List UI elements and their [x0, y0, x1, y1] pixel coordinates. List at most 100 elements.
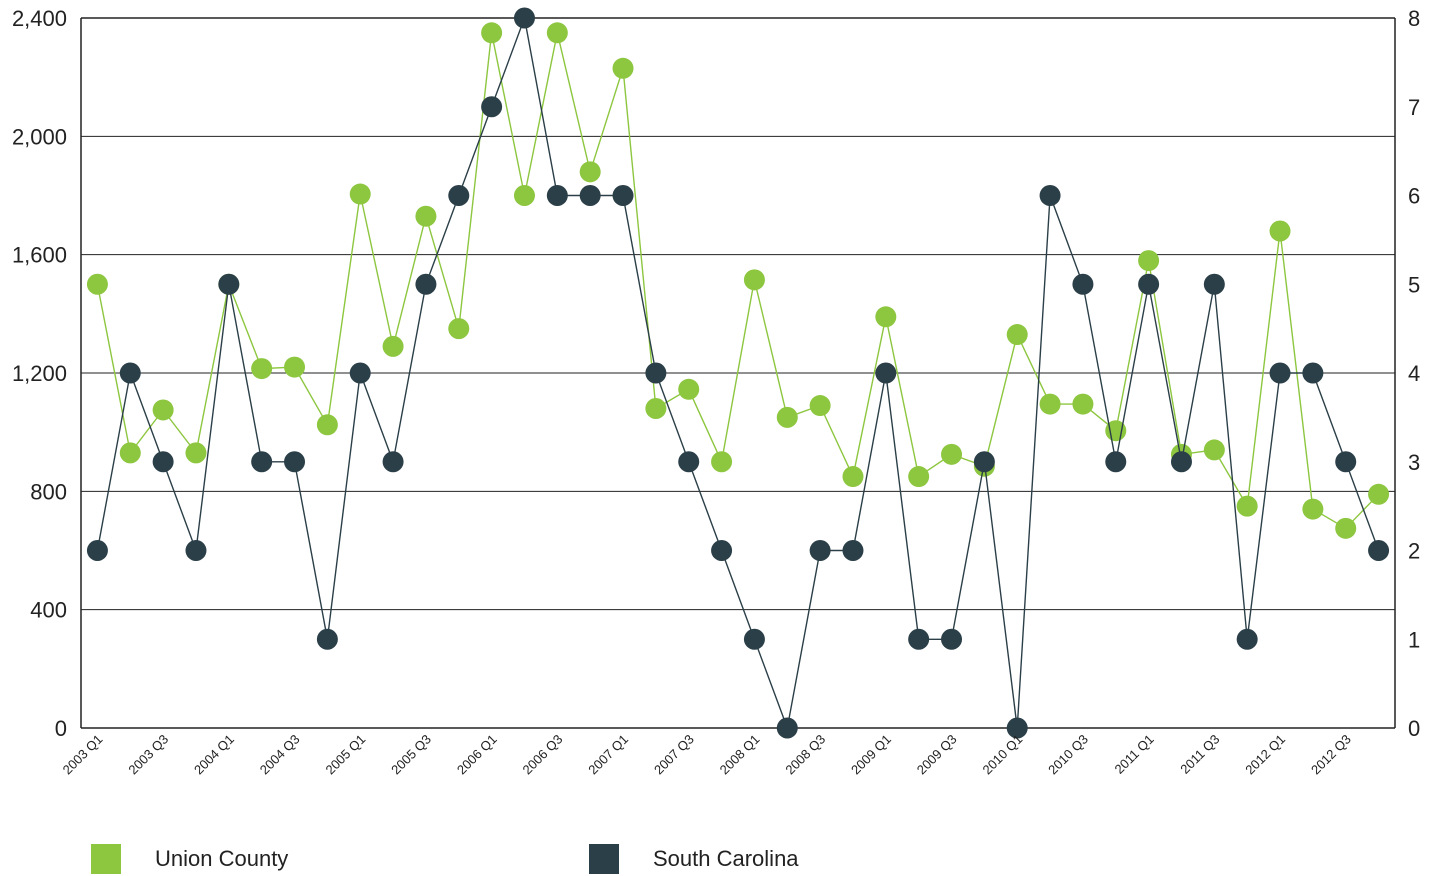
- data-point-south-carolina: [842, 540, 864, 561]
- data-point-south-carolina: [875, 362, 897, 384]
- data-point-union-county: [776, 406, 798, 428]
- data-point-union-county: [941, 443, 963, 465]
- data-point-south-carolina: [711, 540, 733, 561]
- series-line-south-carolina: [96, 15, 1380, 731]
- y-right-tick-label: 2: [1408, 539, 1420, 564]
- y-left-tick-label: 800: [30, 479, 67, 504]
- x-tick-label: 2003 Q3: [125, 732, 171, 778]
- data-point-south-carolina: [776, 717, 798, 739]
- data-point-south-carolina: [1006, 717, 1028, 739]
- data-point-south-carolina: [185, 540, 207, 561]
- data-point-south-carolina: [86, 540, 108, 561]
- data-point-south-carolina: [546, 185, 568, 206]
- data-point-union-county: [119, 442, 141, 464]
- y-right-tick-label: 7: [1408, 95, 1420, 120]
- data-point-south-carolina: [1138, 273, 1160, 295]
- data-point-union-county: [645, 398, 667, 419]
- x-tick-label: 2008 Q1: [717, 732, 763, 778]
- data-point-south-carolina: [349, 362, 371, 384]
- legend-item-south-carolina: South Carolina: [589, 844, 799, 874]
- y-left-tick-label: 400: [30, 598, 67, 623]
- data-point-south-carolina: [1170, 451, 1192, 473]
- data-point-union-county: [415, 205, 437, 227]
- y-right-tick-label: 6: [1408, 184, 1420, 209]
- data-point-south-carolina: [316, 628, 338, 650]
- y-left-tick-label: 2,000: [12, 124, 67, 149]
- data-point-south-carolina: [579, 185, 601, 206]
- data-point-union-county: [1138, 250, 1160, 272]
- data-point-union-county: [185, 442, 207, 464]
- data-point-south-carolina: [119, 362, 141, 384]
- data-point-south-carolina: [152, 451, 174, 473]
- data-point-union-county: [842, 466, 864, 488]
- x-tick-label: 2005 Q3: [388, 732, 434, 778]
- x-tick-label: 2010 Q3: [1045, 732, 1091, 778]
- data-point-union-county: [809, 395, 831, 417]
- data-point-south-carolina: [284, 451, 306, 473]
- x-tick-label: 2010 Q1: [979, 732, 1025, 778]
- tick-labels: 0 400 800 1,200 1,600 2,000 2,400 0 1 2 3 4 5 6 7 8 2003…: [12, 6, 1420, 777]
- data-point-union-county: [875, 306, 897, 328]
- data-point-union-county: [86, 273, 108, 295]
- data-point-south-carolina: [1203, 273, 1225, 295]
- x-tick-label: 2012 Q1: [1242, 732, 1288, 778]
- axes: [80, 17, 1396, 729]
- data-point-south-carolina: [1368, 540, 1390, 561]
- data-point-south-carolina: [678, 451, 700, 473]
- data-point-union-county: [382, 335, 404, 357]
- data-point-union-county: [316, 414, 338, 436]
- legend-label-south-carolina: South Carolina: [653, 846, 799, 871]
- data-point-union-county: [678, 378, 700, 400]
- data-point-union-county: [1335, 517, 1357, 539]
- y-left-tick-label: 1,600: [12, 243, 67, 268]
- x-tick-label: 2005 Q1: [322, 732, 368, 778]
- data-point-south-carolina: [1236, 628, 1258, 650]
- data-point-union-county: [711, 451, 733, 473]
- x-tick-label: 2011 Q1: [1112, 732, 1157, 777]
- legend-swatch-south-carolina: [589, 844, 619, 874]
- x-tick-label: 2006 Q1: [454, 732, 500, 778]
- data-point-union-county: [1302, 498, 1324, 520]
- data-point-south-carolina: [743, 628, 765, 650]
- data-point-union-county: [349, 183, 371, 205]
- data-point-south-carolina: [218, 273, 240, 295]
- x-tick-label: 2012 Q3: [1308, 732, 1354, 778]
- y-right-tick-label: 0: [1408, 716, 1420, 741]
- data-point-south-carolina: [481, 96, 503, 118]
- legend-label-union-county: Union County: [155, 846, 289, 871]
- data-point-union-county: [513, 185, 535, 206]
- data-point-union-county: [743, 269, 765, 291]
- x-tick-label: 2011 Q3: [1177, 732, 1222, 777]
- data-point-union-county: [448, 318, 470, 340]
- data-point-south-carolina: [1302, 362, 1324, 384]
- series: [86, 7, 1390, 739]
- data-point-south-carolina: [941, 628, 963, 650]
- data-point-union-county: [579, 161, 601, 183]
- data-point-south-carolina: [448, 185, 470, 206]
- x-tick-label: 2009 Q1: [848, 732, 894, 778]
- series-line-union-county: [96, 32, 1380, 530]
- data-point-south-carolina: [513, 7, 535, 29]
- data-point-union-county: [1368, 483, 1390, 505]
- data-point-union-county: [1269, 220, 1291, 242]
- data-point-south-carolina: [645, 362, 667, 384]
- x-tick-label: 2008 Q3: [782, 732, 828, 778]
- data-point-union-county: [152, 399, 174, 421]
- data-point-union-county: [1072, 393, 1094, 415]
- data-point-south-carolina: [612, 185, 634, 206]
- data-point-south-carolina: [1269, 362, 1291, 384]
- data-point-south-carolina: [1335, 451, 1357, 473]
- x-tick-label: 2004 Q1: [191, 732, 237, 778]
- data-point-south-carolina: [1105, 451, 1127, 473]
- data-point-union-county: [1203, 439, 1225, 461]
- data-point-union-county: [251, 358, 273, 380]
- data-point-union-county: [612, 57, 634, 79]
- data-point-south-carolina: [382, 451, 404, 473]
- x-tick-label: 2004 Q3: [257, 732, 303, 778]
- data-point-union-county: [1039, 393, 1061, 415]
- y-right-tick-label: 4: [1408, 361, 1420, 386]
- data-point-south-carolina: [251, 451, 273, 473]
- legend-item-union-county: Union County: [91, 844, 288, 874]
- line-chart-svg: 0 400 800 1,200 1,600 2,000 2,400 0 1 2 3 4 5 6 7 8 2003…: [12, 6, 1420, 777]
